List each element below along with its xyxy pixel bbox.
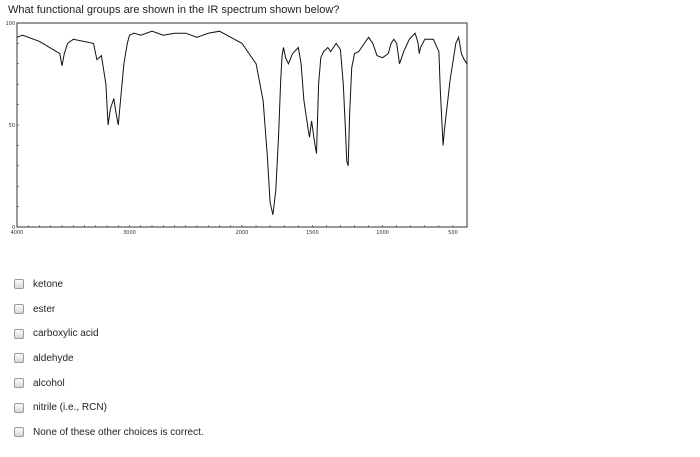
option-carboxylic-acid[interactable]: carboxylic acid <box>14 321 204 346</box>
x-tick-label: 4000 <box>11 230 24 236</box>
x-tick-label: 3000 <box>123 230 136 236</box>
option-label: nitrile (i.e., RCN) <box>33 402 107 414</box>
checkbox[interactable] <box>14 304 24 315</box>
x-tick-label: 1500 <box>306 230 319 236</box>
y-tick-label: 100 <box>5 21 15 27</box>
checkbox[interactable] <box>14 353 24 364</box>
option-aldehyde[interactable]: aldehyde <box>14 346 204 371</box>
option-label: aldehyde <box>33 352 74 364</box>
answer-options: ketone ester carboxylic acid aldehyde al… <box>14 272 204 445</box>
option-label: None of these other choices is correct. <box>33 426 204 438</box>
option-label: alcohol <box>33 377 65 389</box>
checkbox[interactable] <box>14 279 24 290</box>
option-none[interactable]: None of these other choices is correct. <box>14 420 204 445</box>
ir-spectrum-chart: 4000 3000 2000 1500 1000 500 100 50 0 <box>5 21 468 236</box>
x-tick-label: 2000 <box>236 230 249 236</box>
y-tick-label: 50 <box>9 123 15 129</box>
question-text: What functional groups are shown in the … <box>8 4 340 16</box>
y-tick-label: 0 <box>12 225 15 231</box>
x-tick-label: 1000 <box>376 230 389 236</box>
checkbox[interactable] <box>14 378 24 389</box>
option-label: carboxylic acid <box>33 328 99 340</box>
checkbox[interactable] <box>14 402 24 413</box>
option-ketone[interactable]: ketone <box>14 272 204 297</box>
x-tick-label: 500 <box>448 230 458 236</box>
option-nitrile[interactable]: nitrile (i.e., RCN) <box>14 395 204 420</box>
checkbox[interactable] <box>14 328 24 339</box>
option-label: ketone <box>33 278 64 290</box>
option-ester[interactable]: ester <box>14 297 204 322</box>
checkbox[interactable] <box>14 427 24 438</box>
plot-frame <box>16 22 468 228</box>
option-alcohol[interactable]: alcohol <box>14 371 204 396</box>
spectrum-line <box>16 30 468 215</box>
option-label: ester <box>33 303 56 315</box>
